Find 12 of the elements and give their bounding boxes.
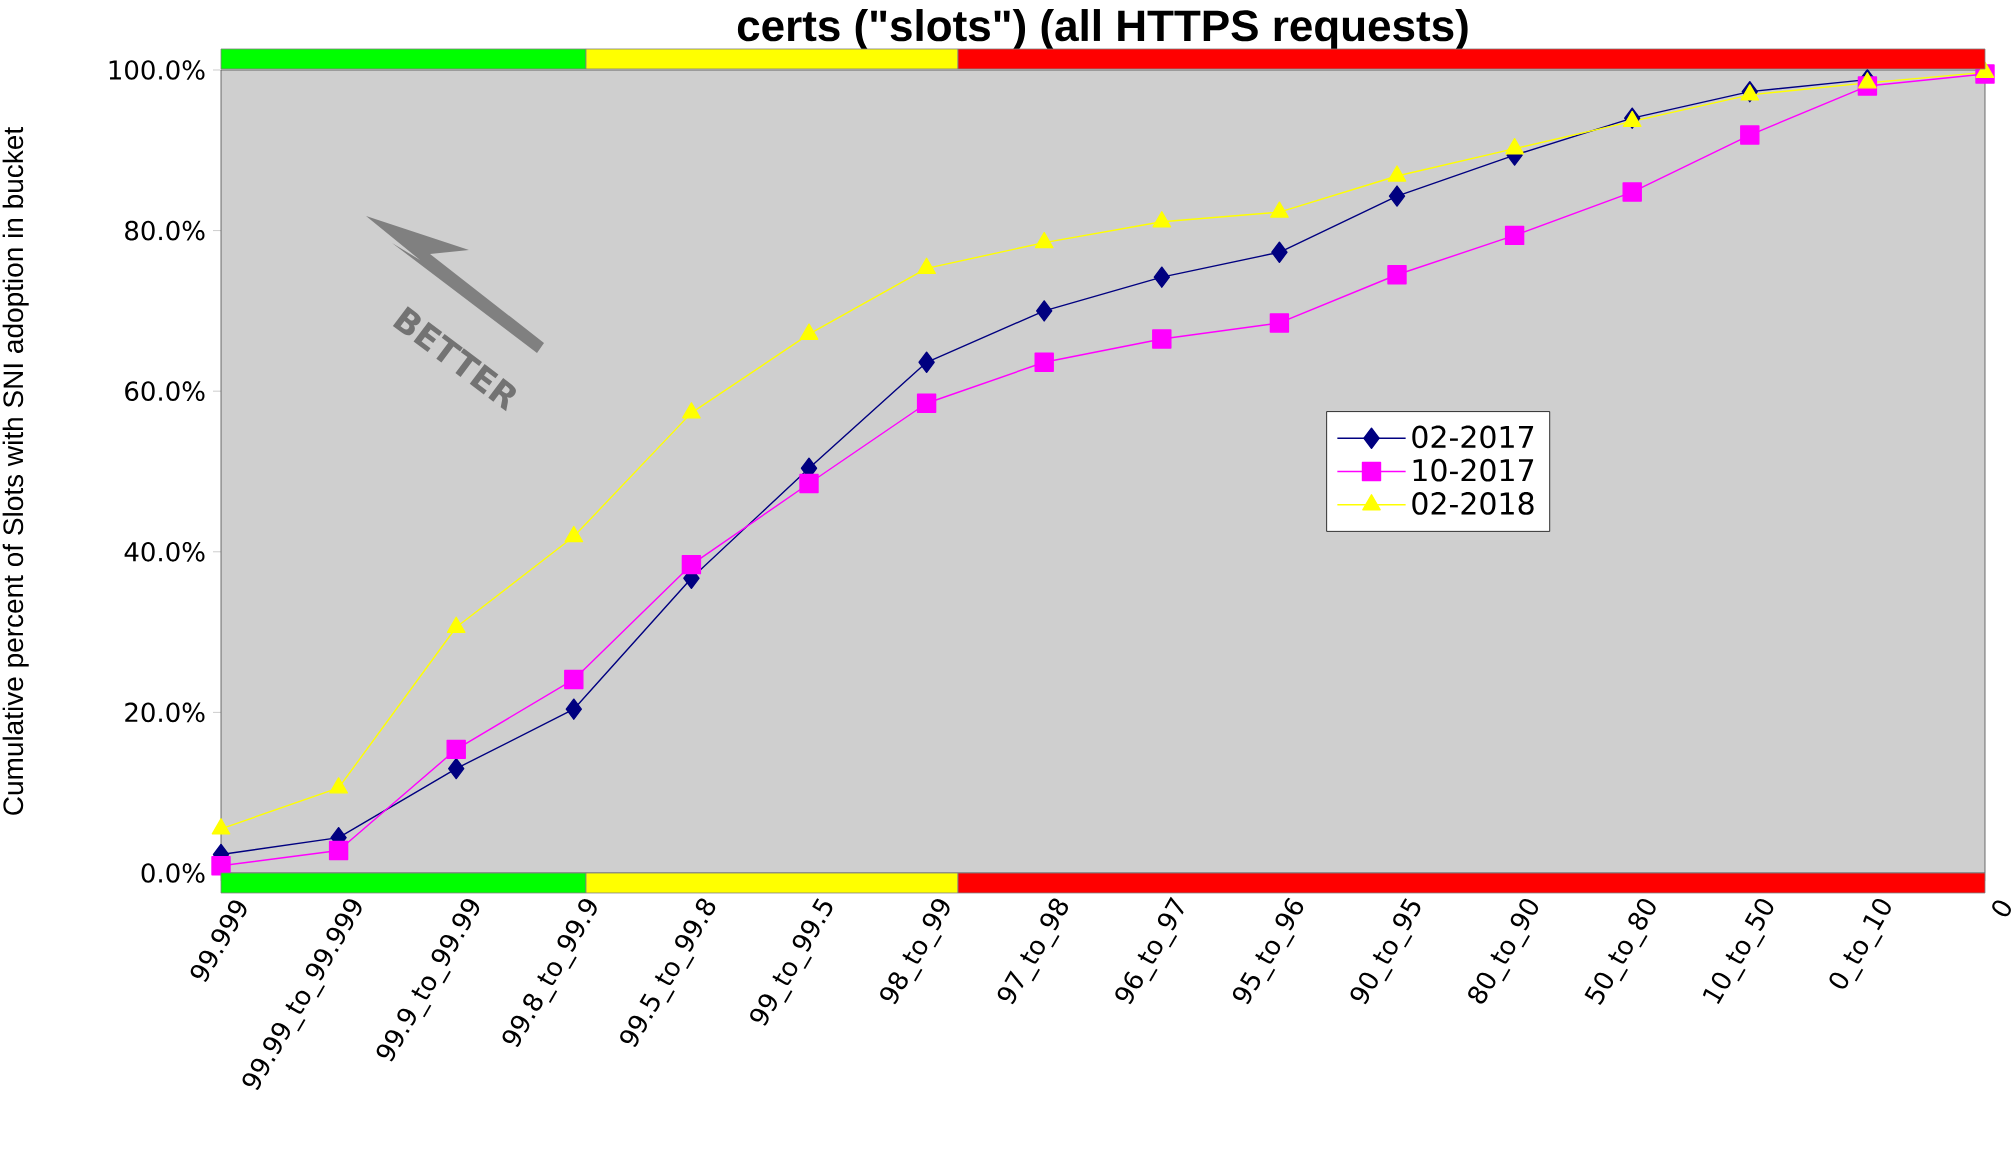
y-axis-title: Cumulative percent of Slots with SNI adoption in bucket [2,127,29,815]
chart-title: certs ("slots") (all HTTPS requests) [737,9,1468,51]
y-tick-label: 0.0% [141,863,205,883]
legend-label: 10-2017 [1413,458,1534,482]
y-tick-label: 40.0% [124,541,205,562]
legend-label: 02-2017 [1412,425,1534,449]
legend-label: 02-2018 [1412,492,1534,515]
y-tick-label: 60.0% [125,381,205,402]
y-tick-label: 80.0% [125,220,205,241]
y-tick-label: 20.0% [125,702,205,723]
x-tick-label: 0 [1992,900,2011,917]
y-tick-label: 100.0% [109,60,205,80]
